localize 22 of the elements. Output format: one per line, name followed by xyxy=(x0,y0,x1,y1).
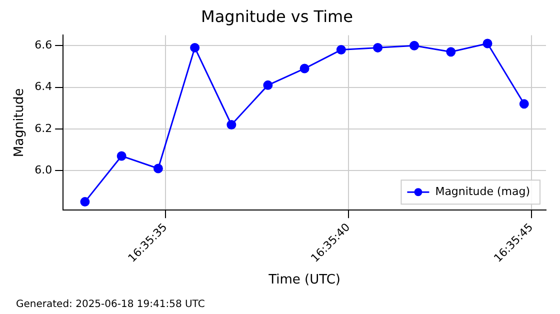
y-axis-title: Magnitude xyxy=(12,88,28,158)
point xyxy=(80,197,90,207)
chart-title: Magnitude vs Time xyxy=(201,6,353,26)
y-tick-label: 6.2 xyxy=(34,122,52,135)
point xyxy=(153,164,163,174)
legend-label: Magnitude (mag) xyxy=(435,184,530,198)
point xyxy=(446,47,456,57)
point xyxy=(482,38,492,48)
x-axis-title: Time (UTC) xyxy=(268,272,340,288)
point xyxy=(336,45,346,55)
point xyxy=(263,80,273,90)
y-tick-label: 6.4 xyxy=(34,80,52,94)
point xyxy=(519,99,529,109)
y-tick-label: 6.0 xyxy=(34,163,52,176)
point xyxy=(190,42,200,52)
point xyxy=(300,64,310,74)
y-tick-label: 6.6 xyxy=(34,38,52,52)
text: Generated: 2025-06-18 19:41:58 UTC xyxy=(16,299,205,310)
point xyxy=(116,151,126,161)
point xyxy=(373,42,383,52)
point xyxy=(226,120,236,130)
point xyxy=(410,40,420,50)
